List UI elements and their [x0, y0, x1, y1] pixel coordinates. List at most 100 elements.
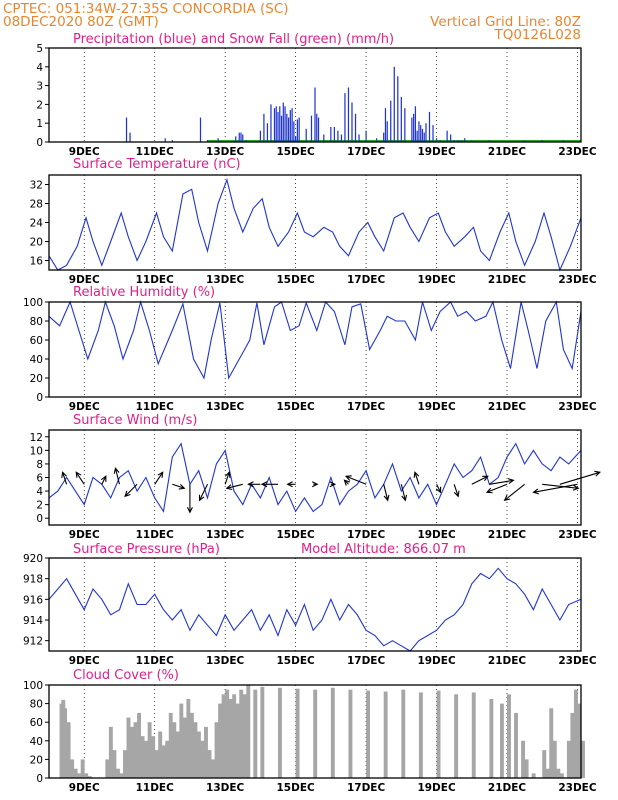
precip-bar — [488, 140, 491, 142]
x-tick-label: 17DEC — [347, 782, 386, 794]
precip-bar — [386, 121, 388, 142]
precip-bar — [275, 106, 277, 142]
x-tick-label: 15DEC — [277, 782, 316, 794]
wind-vector-arrow — [329, 481, 337, 488]
cloud-bar — [172, 722, 177, 778]
precip-bar — [314, 87, 316, 142]
y-tick-label: 4 — [36, 62, 43, 74]
y-tick-label: 80 — [30, 316, 43, 328]
cloud-bar — [87, 776, 92, 778]
pressure-frame — [48, 557, 582, 652]
precip-bar — [344, 93, 346, 142]
header-model-id: TQ0126L028 — [493, 27, 581, 43]
x-tick-label: 23DEC — [558, 529, 597, 541]
precip-bar — [259, 130, 262, 142]
precip-bar — [263, 113, 265, 142]
cloud-bar — [348, 689, 353, 778]
cloud-bar — [531, 773, 536, 778]
precip-bar — [397, 76, 399, 142]
x-tick-label: 17DEC — [347, 146, 386, 158]
wind-vector-arrow — [154, 471, 164, 485]
cloud-bar — [552, 740, 557, 778]
y-tick-label: 914 — [23, 615, 43, 627]
y-tick-label: 100 — [23, 680, 43, 692]
plot-area: 9DEC 11DEC 13DEC 15DEC 17DEC 19DEC 21DEC 23DEC0… — [23, 43, 602, 794]
precip-bar — [358, 134, 360, 142]
cloud-bar — [471, 692, 476, 778]
precip-bar — [330, 126, 332, 142]
wind-vector-arrow — [260, 481, 279, 488]
precip-bar — [423, 132, 425, 142]
cloud-bar — [577, 703, 582, 778]
precip-bar — [217, 138, 219, 142]
precip-bar — [164, 138, 166, 142]
y-tick-label: 4 — [36, 486, 43, 498]
y-tick-label: 912 — [23, 636, 43, 648]
wind-vector-arrow — [224, 471, 231, 485]
cloud-bar — [154, 750, 159, 778]
x-tick-label: 9DEC — [69, 401, 100, 413]
precip-bar — [418, 121, 420, 142]
cloud-bar — [189, 712, 194, 778]
precip-bar — [340, 134, 343, 142]
x-tick-label: 23DEC — [558, 401, 597, 413]
pressure-series-line — [48, 567, 582, 652]
cloud-bar — [214, 722, 219, 778]
x-tick-label: 17DEC — [347, 529, 386, 541]
cloud-bar — [112, 750, 117, 778]
precip-bar — [333, 126, 335, 142]
precip-bar — [354, 113, 357, 142]
x-tick-label: 23DEC — [558, 655, 597, 667]
x-tick-label: 9DEC — [69, 529, 100, 541]
x-tick-label: 11DEC — [136, 782, 175, 794]
x-tick-label: 17DEC — [347, 401, 386, 413]
x-tick-label: 9DEC — [69, 146, 100, 158]
precip-bar — [235, 136, 237, 142]
header-run-date: 08DEC2020 80Z (GMT) — [3, 14, 159, 30]
y-tick-label: 40 — [30, 736, 43, 748]
precip-title: Precipitation (blue) and Snow Fall (gree… — [73, 32, 394, 47]
precip-bar — [317, 117, 320, 142]
cloud-bar — [63, 708, 68, 778]
precip-bar — [421, 128, 424, 142]
wind-vector-arrow — [172, 483, 186, 490]
cloud-bar — [566, 740, 571, 778]
precip-bar — [524, 140, 526, 142]
x-tick-label: 15DEC — [277, 274, 316, 286]
y-tick-label: 920 — [23, 553, 43, 565]
cloud-bar — [196, 731, 201, 778]
x-tick-label: 17DEC — [347, 655, 386, 667]
y-tick-label: 0 — [36, 137, 43, 149]
cloud-bar — [221, 694, 226, 778]
wind-vector-arrow — [383, 484, 390, 502]
cloud-bar — [313, 689, 318, 778]
x-tick-label: 19DEC — [417, 782, 456, 794]
cloud-bar — [545, 768, 550, 778]
precip-bar — [337, 130, 339, 142]
precip-bar — [365, 130, 367, 142]
wind-vector-arrow — [113, 467, 120, 485]
cloud-bar — [147, 722, 152, 778]
cloud-bar — [179, 703, 184, 778]
cloud-bar — [232, 694, 237, 778]
x-tick-label: 15DEC — [277, 529, 316, 541]
cloud-bar — [383, 691, 388, 778]
wind-title: Surface Wind (m/s) — [73, 413, 197, 428]
wind-vector-arrow — [311, 481, 319, 488]
cloud-bar — [140, 736, 145, 778]
precip-bar — [376, 138, 378, 142]
precip-bar — [471, 140, 473, 142]
wind-vector-arrow — [471, 475, 489, 485]
cloud-bar — [454, 694, 459, 778]
cloud-bar — [182, 717, 187, 778]
cloud-bar — [158, 731, 163, 778]
cloud-bar — [514, 712, 518, 778]
cloud-bar — [330, 687, 335, 778]
precip-bar — [125, 117, 128, 142]
precip-bar — [242, 134, 244, 142]
y-tick-label: 24 — [30, 218, 44, 230]
y-tick-label: 2 — [36, 99, 43, 111]
cloud-bar — [200, 740, 205, 778]
wind-series-line — [48, 442, 582, 513]
y-tick-label: 60 — [30, 335, 43, 347]
